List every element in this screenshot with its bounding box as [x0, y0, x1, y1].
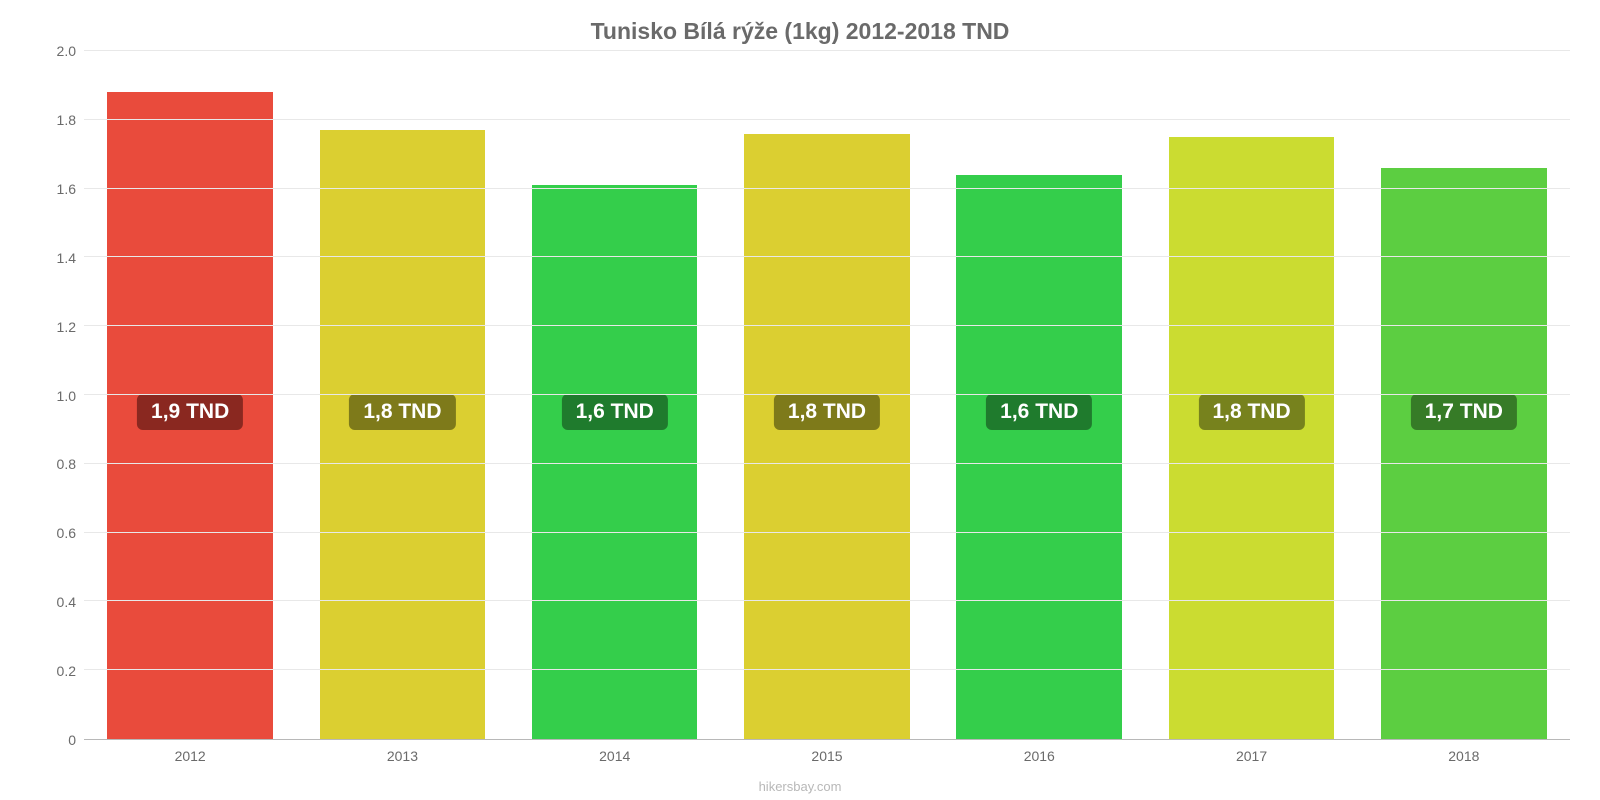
- bar-slot: 1,8 TND: [296, 51, 508, 739]
- bar-slot: 1,7 TND: [1358, 51, 1570, 739]
- y-tick-label: 0.4: [57, 594, 76, 610]
- grid-line: [84, 669, 1570, 670]
- plot-row: 00.20.40.60.81.01.21.41.61.82.0 1,9 TND1…: [30, 51, 1570, 740]
- bar-slot: 1,9 TND: [84, 51, 296, 739]
- y-tick-label: 1.2: [57, 319, 76, 335]
- x-tick-label: 2018: [1358, 748, 1570, 764]
- bar-value-label: 1,8 TND: [1198, 394, 1304, 430]
- y-tick-label: 0.2: [57, 663, 76, 679]
- grid-line: [84, 119, 1570, 120]
- bar: [1381, 168, 1547, 739]
- bar-slot: 1,6 TND: [509, 51, 721, 739]
- grid-line: [84, 394, 1570, 395]
- x-tick-label: 2015: [721, 748, 933, 764]
- x-tick-label: 2016: [933, 748, 1145, 764]
- bar-value-label: 1,8 TND: [349, 394, 455, 430]
- bars-container: 1,9 TND 1,8 TND 1,6 TND 1,8 TND 1,6 TND 1,8 T…: [84, 51, 1570, 739]
- chart-title: Tunisko Bílá rýže (1kg) 2012-2018 TND: [30, 18, 1570, 45]
- grid-line: [84, 532, 1570, 533]
- bar-value-label: 1,6 TND: [562, 394, 668, 430]
- bar-chart: Tunisko Bílá rýže (1kg) 2012-2018 TND 0 0…: [0, 0, 1600, 800]
- grid-line: [84, 463, 1570, 464]
- bar-value-label: 1,6 TND: [986, 394, 1092, 430]
- y-tick-label: 1.0: [57, 388, 76, 404]
- y-tick-label: 0.8: [57, 456, 76, 472]
- bar: [956, 175, 1122, 739]
- y-tick-label: 1.8: [57, 112, 76, 128]
- bar-value-label: 1,7 TND: [1411, 394, 1517, 430]
- x-axis: 2012201320142015201620172018: [84, 740, 1570, 764]
- x-tick-label: 2012: [84, 748, 296, 764]
- grid-line: [84, 325, 1570, 326]
- bar-slot: 1,6 TND: [933, 51, 1145, 739]
- bar: [320, 130, 486, 739]
- y-tick-label: 2.0: [57, 43, 76, 59]
- y-tick-label: 0: [68, 732, 76, 748]
- bar-value-label: 1,9 TND: [137, 394, 243, 430]
- attribution-text: hikersbay.com: [759, 779, 842, 794]
- y-tick-label: 1.6: [57, 181, 76, 197]
- y-tick-label: 0.6: [57, 525, 76, 541]
- y-axis: 00.20.40.60.81.01.21.41.61.82.0: [30, 51, 84, 740]
- bar-value-label: 1,8 TND: [774, 394, 880, 430]
- x-tick-label: 2013: [296, 748, 508, 764]
- grid-line: [84, 50, 1570, 51]
- y-tick-label: 1.4: [57, 250, 76, 266]
- bar: [1169, 137, 1335, 739]
- grid-line: [84, 256, 1570, 257]
- x-tick-label: 2014: [509, 748, 721, 764]
- bar-slot: 1,8 TND: [1145, 51, 1357, 739]
- x-tick-label: 2017: [1145, 748, 1357, 764]
- bar-slot: 1,8 TND: [721, 51, 933, 739]
- grid-line: [84, 600, 1570, 601]
- bar: [744, 134, 910, 739]
- plot-area: 1,9 TND 1,8 TND 1,6 TND 1,8 TND 1,6 TND 1,8 T…: [84, 51, 1570, 740]
- grid-line: [84, 188, 1570, 189]
